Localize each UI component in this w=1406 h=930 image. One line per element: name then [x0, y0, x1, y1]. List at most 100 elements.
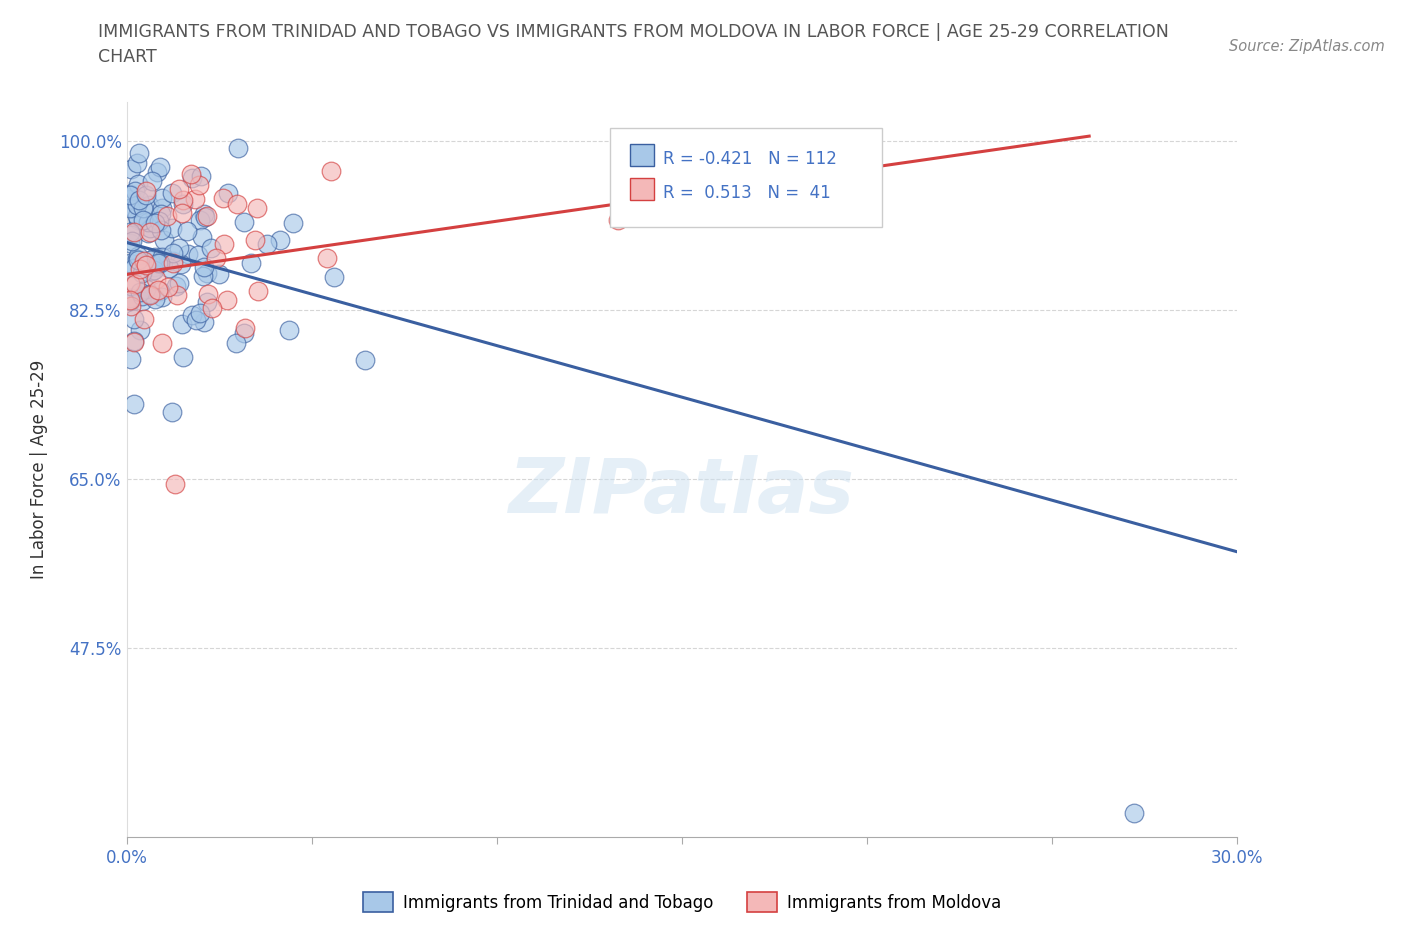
Point [132, 213, 155, 228]
Point [226, 140, 249, 155]
Text: IMMIGRANTS FROM TRINIDAD AND TOBAGO VS IMMIGRANTS FROM MOLDOVA IN LABOR FORCE | : IMMIGRANTS FROM TRINIDAD AND TOBAGO VS I… [98, 23, 1170, 41]
Text: R = -0.421   N = 112: R = -0.421 N = 112 [664, 150, 837, 168]
Point [120, 352, 142, 366]
Point [191, 230, 214, 245]
Point [195, 266, 218, 281]
Point [148, 159, 170, 174]
Point [150, 336, 173, 351]
Point [172, 196, 194, 211]
Point [131, 255, 153, 270]
Point [157, 260, 180, 275]
Point [194, 209, 217, 224]
Point [145, 256, 167, 271]
Point [120, 290, 142, 305]
Point [156, 280, 179, 295]
Point [124, 396, 146, 411]
Point [127, 248, 149, 263]
Point [162, 255, 184, 270]
Point [193, 269, 215, 284]
Point [135, 188, 157, 203]
Point [170, 257, 193, 272]
Point [239, 256, 262, 271]
Point [160, 405, 183, 419]
Point [120, 291, 142, 306]
FancyBboxPatch shape [630, 178, 654, 200]
Point [145, 272, 167, 286]
Point [172, 193, 194, 207]
Point [135, 282, 157, 297]
Point [139, 287, 162, 302]
Point [180, 166, 202, 181]
Point [127, 213, 149, 228]
Point [212, 191, 235, 206]
Point [124, 277, 146, 292]
Point [148, 213, 170, 228]
Point [1122, 805, 1144, 820]
Point [200, 241, 222, 256]
Point [120, 162, 142, 177]
Point [132, 253, 155, 268]
Point [201, 300, 224, 315]
Point [128, 193, 150, 207]
Point [156, 208, 179, 223]
Point [120, 225, 142, 240]
Text: Source: ZipAtlas.com: Source: ZipAtlas.com [1229, 39, 1385, 54]
Point [136, 225, 159, 240]
Point [167, 181, 190, 196]
Point [127, 208, 149, 223]
Point [233, 215, 256, 230]
Point [184, 312, 207, 327]
Point [217, 185, 239, 200]
Point [122, 334, 145, 349]
Point [124, 224, 146, 239]
Point [163, 477, 186, 492]
Point [150, 206, 173, 221]
Point [146, 256, 169, 271]
Point [143, 292, 166, 307]
Point [131, 265, 153, 280]
Point [323, 270, 346, 285]
Point [195, 208, 218, 223]
Point [152, 200, 174, 215]
Point [180, 308, 202, 323]
Point [188, 178, 211, 193]
Point [269, 233, 291, 248]
Point [195, 294, 218, 309]
Y-axis label: In Labor Force | Age 25-29: In Labor Force | Age 25-29 [30, 360, 48, 579]
Point [143, 250, 166, 265]
Point [277, 322, 299, 337]
Point [120, 293, 142, 308]
Point [193, 260, 215, 275]
Point [135, 258, 157, 272]
Point [125, 251, 148, 266]
Point [167, 275, 190, 290]
Point [225, 196, 247, 211]
Point [208, 267, 231, 282]
Point [139, 253, 162, 268]
Point [139, 221, 162, 236]
Point [124, 335, 146, 350]
Point [124, 184, 146, 199]
Point [128, 262, 150, 277]
Point [128, 145, 150, 160]
Point [172, 349, 194, 364]
Point [180, 171, 202, 186]
Point [124, 312, 146, 326]
Point [127, 177, 149, 192]
Text: ZIPatlas: ZIPatlas [509, 455, 855, 528]
Point [146, 282, 169, 297]
Point [138, 197, 160, 212]
Point [319, 164, 342, 179]
Point [187, 248, 209, 263]
Point [120, 236, 142, 251]
Point [146, 165, 169, 179]
Point [193, 314, 215, 329]
Point [120, 192, 142, 206]
Point [131, 294, 153, 309]
Point [120, 201, 142, 216]
Point [165, 279, 187, 294]
Point [141, 173, 163, 188]
Point [183, 192, 205, 206]
Text: R =  0.513   N =  41: R = 0.513 N = 41 [664, 184, 831, 202]
Point [215, 292, 238, 307]
